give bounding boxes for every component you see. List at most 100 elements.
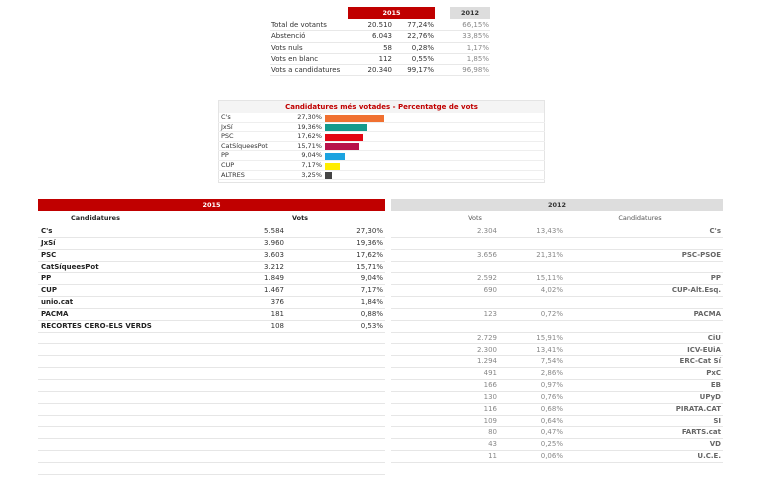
- party-name: C's: [709, 227, 721, 235]
- table-row: 2.592 15,11% PP: [391, 273, 723, 286]
- party-name: ERC-Cat Sí: [679, 357, 721, 366]
- party-pct: 0,64%: [540, 416, 563, 425]
- summary-label: Vots nuls: [271, 43, 303, 52]
- party-pct: 0,88%: [360, 309, 383, 318]
- party-votes: 5.584: [263, 227, 284, 235]
- party-name: PSC-PSOE: [681, 250, 721, 259]
- party-pct: 17,62%: [356, 250, 383, 259]
- table-row: [38, 439, 385, 452]
- party-pct: 19,36%: [356, 238, 383, 247]
- table-row: 80 0,47% FARTS.cat: [391, 427, 723, 440]
- party-votes: 109: [483, 416, 497, 425]
- chart-label: CatSíqueesPot: [221, 141, 268, 150]
- party-votes: 130: [483, 392, 497, 401]
- summary-pct-2012: 33,85%: [462, 32, 489, 41]
- table-row: [38, 463, 385, 475]
- summary-pct-2015: 99,17%: [407, 66, 434, 75]
- party-votes: 2.729: [476, 333, 497, 342]
- summary-pct-2015: 0,28%: [411, 43, 434, 52]
- party-name: RECORTES CERO-ELS VERDS: [41, 321, 152, 330]
- party-votes: 80: [488, 428, 497, 437]
- party-pct: 0,97%: [540, 381, 563, 390]
- summary-row: Total de votants 20.510 77,24% 66,15%: [270, 20, 490, 32]
- party-name: EB: [710, 381, 721, 390]
- col-candidatures-2015: Candidatures: [71, 214, 120, 222]
- chart-row: CUP 7,17%: [218, 161, 545, 171]
- party-name: PP: [41, 274, 52, 283]
- party-name: PACMA: [693, 309, 721, 318]
- table-row: [391, 297, 723, 309]
- party-pct: 0,72%: [540, 309, 563, 318]
- party-votes: 376: [270, 298, 284, 307]
- chart-label: PP: [221, 151, 229, 160]
- table-row: PSC 3.603 17,62%: [38, 250, 385, 262]
- chart-label: PSC: [221, 132, 234, 141]
- party-pct: 15,91%: [536, 333, 563, 342]
- party-pct: 15,71%: [356, 262, 383, 271]
- table-row: JxSí 3.960 19,36%: [38, 238, 385, 250]
- bar-chart-title: Candidatures més votades - Percentatge d…: [219, 101, 544, 113]
- chart-row: CatSíqueesPot 15,71%: [218, 142, 545, 152]
- party-name: C's: [41, 227, 53, 235]
- summary-row: Vots a candidatures 20.340 99,17% 96,98%: [270, 65, 490, 77]
- summary-label: Abstenció: [271, 32, 306, 41]
- party-name: CUP: [41, 286, 57, 295]
- table-row: [38, 404, 385, 416]
- party-pct: 9,04%: [360, 274, 383, 283]
- party-name: CatSíqueesPot: [41, 262, 99, 271]
- table-row: 2.300 13,41% ICV-EUiA: [391, 345, 723, 357]
- table-row: 3.656 21,31% PSC-PSOE: [391, 250, 723, 262]
- table-row: 109 0,64% SI: [391, 416, 723, 428]
- party-pct: 0,25%: [540, 440, 563, 449]
- chart-pct: 19,36%: [297, 122, 322, 131]
- chart-row: PSC 17,62%: [218, 132, 545, 142]
- summary-pct-2012: 66,15%: [462, 21, 489, 29]
- party-pct: 21,31%: [536, 250, 563, 259]
- party-votes: 11: [488, 452, 497, 461]
- chart-bar: [325, 143, 359, 151]
- party-votes: 2.300: [476, 345, 497, 354]
- table-row: CatSíqueesPot 3.212 15,71%: [38, 262, 385, 274]
- table-row: [38, 345, 385, 357]
- party-name: PIRATA.CAT: [675, 404, 721, 413]
- table-row: [38, 368, 385, 381]
- party-name: FARTS.cat: [681, 428, 721, 437]
- party-pct: 0,47%: [540, 428, 563, 437]
- results-2015-header: 2015: [38, 199, 385, 211]
- chart-bar: [325, 124, 367, 132]
- table-row: 11 0,06% U.C.E.: [391, 451, 723, 463]
- party-name: VD: [709, 440, 721, 449]
- table-row: [38, 451, 385, 463]
- party-votes: 690: [483, 286, 497, 295]
- party-votes: 181: [270, 309, 284, 318]
- table-row: C's 5.584 27,30%: [38, 226, 385, 238]
- col-candidatures-2012: Candidatures: [618, 214, 662, 222]
- party-votes: 3.212: [263, 262, 284, 271]
- chart-row: PP 9,04%: [218, 151, 545, 161]
- summary-row: Vots nuls 58 0,28% 1,17%: [270, 43, 490, 54]
- party-name: SI: [713, 416, 721, 425]
- party-pct: 4,02%: [540, 286, 563, 295]
- party-pct: 7,54%: [540, 357, 563, 366]
- table-row: CUP 1.467 7,17%: [38, 285, 385, 298]
- party-pct: 7,17%: [360, 286, 383, 295]
- summary-label: Total de votants: [271, 21, 327, 29]
- party-votes: 2.592: [476, 274, 497, 283]
- table-row: RECORTES CERO-ELS VERDS 108 0,53%: [38, 321, 385, 333]
- party-pct: 0,76%: [540, 392, 563, 401]
- party-votes: 3.960: [263, 238, 284, 247]
- table-row: [38, 333, 385, 345]
- table-row: [38, 427, 385, 440]
- results-2012-header: 2012: [391, 199, 723, 211]
- party-pct: 13,43%: [536, 227, 563, 235]
- party-name: ICV-EUiA: [687, 345, 721, 354]
- party-pct: 1,84%: [360, 298, 383, 307]
- party-pct: 13,41%: [536, 345, 563, 354]
- table-row: 2.729 15,91% CiU: [391, 333, 723, 345]
- party-pct: 0,68%: [540, 404, 563, 413]
- party-pct: 27,30%: [356, 227, 383, 235]
- table-row: PACMA 181 0,88%: [38, 309, 385, 321]
- party-name: CiU: [707, 333, 721, 342]
- chart-row: ALTRES 3,25%: [218, 171, 545, 181]
- table-row: [391, 262, 723, 274]
